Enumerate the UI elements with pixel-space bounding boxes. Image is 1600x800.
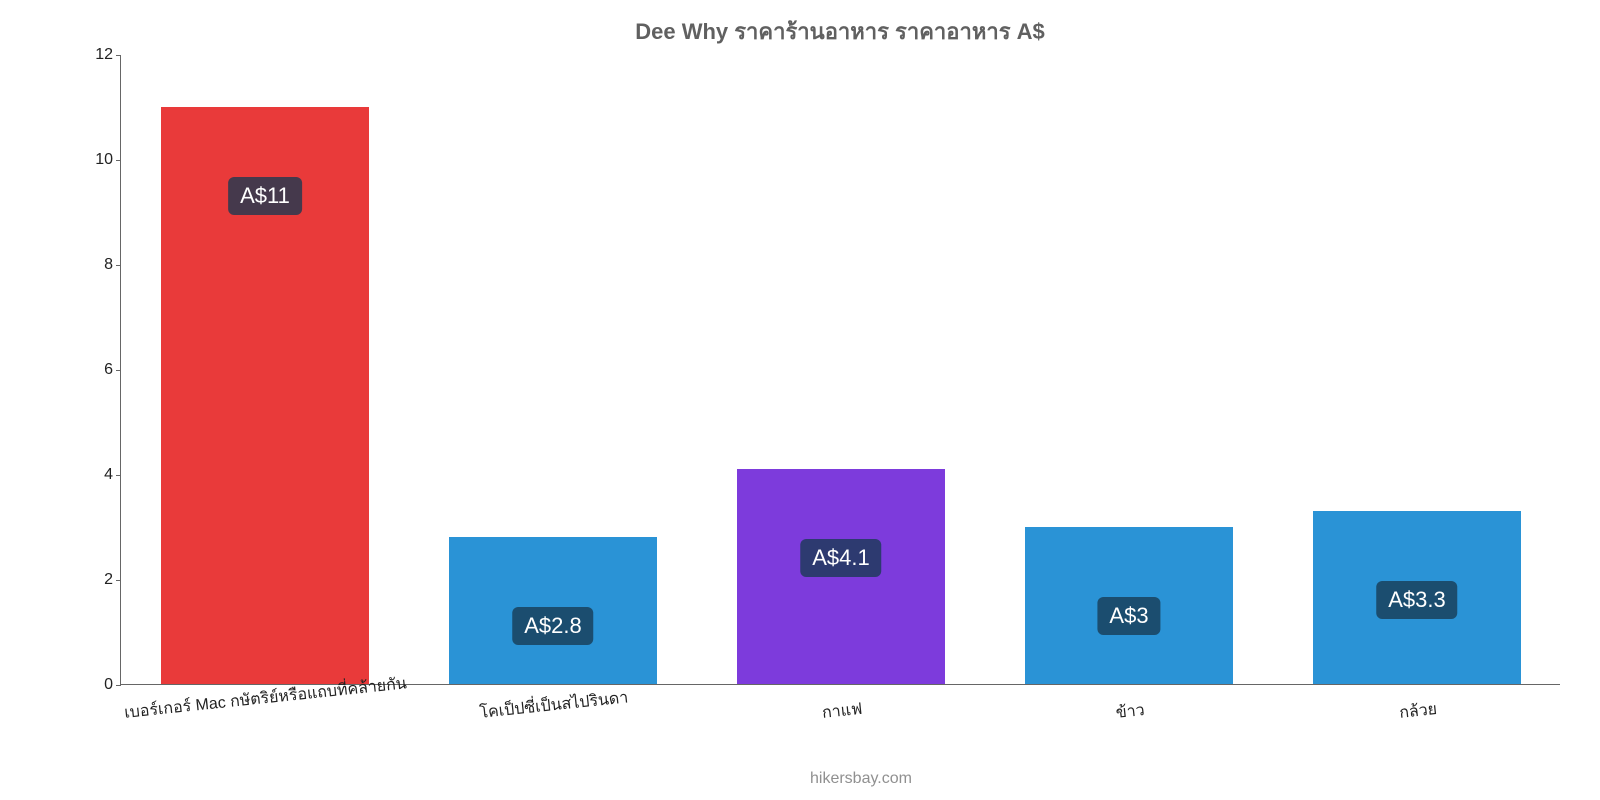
y-tick-label: 0: [104, 676, 113, 694]
plot-area: 024681012A$11เบอร์เกอร์ Mac กษัตริย์หรือ…: [120, 55, 1560, 685]
bar-value-label: A$11: [228, 177, 302, 215]
bar-value-label: A$3.3: [1376, 581, 1458, 619]
bar-slot: A$3.3: [1313, 511, 1520, 684]
bar-chart: Dee Why ราคาร้านอาหาร ราคาอาหาร A$ 02468…: [0, 0, 1600, 800]
bar: A$3: [1025, 527, 1232, 685]
x-tick-label: กาแฟ: [821, 697, 864, 726]
y-tick-label: 8: [104, 256, 113, 274]
bar: A$4.1: [737, 469, 944, 684]
bar-value-label: A$4.1: [800, 539, 882, 577]
bar-slot: A$11: [161, 107, 368, 685]
y-tick-label: 2: [104, 571, 113, 589]
bar: A$3.3: [1313, 511, 1520, 684]
source-attribution: hikersbay.com: [810, 770, 912, 788]
y-tick-label: 4: [104, 466, 113, 484]
bar-slot: A$3: [1025, 527, 1232, 685]
bar-slot: A$4.1: [737, 469, 944, 684]
bar: A$2.8: [449, 537, 656, 684]
y-tick-label: 12: [95, 46, 113, 64]
bar-slot: A$2.8: [449, 537, 656, 684]
chart-title: Dee Why ราคาร้านอาหาร ราคาอาหาร A$: [120, 14, 1560, 49]
bar: A$11: [161, 107, 368, 685]
x-tick-label: ข้าว: [1115, 698, 1146, 726]
bar-value-label: A$3: [1097, 597, 1160, 635]
y-tick-label: 6: [104, 361, 113, 379]
y-tick-label: 10: [95, 151, 113, 169]
x-tick-label: กล้วย: [1398, 697, 1438, 726]
x-tick-label: โคเป็ปซี่เป็นสไปรินดา: [478, 685, 629, 725]
bar-value-label: A$2.8: [512, 607, 594, 645]
